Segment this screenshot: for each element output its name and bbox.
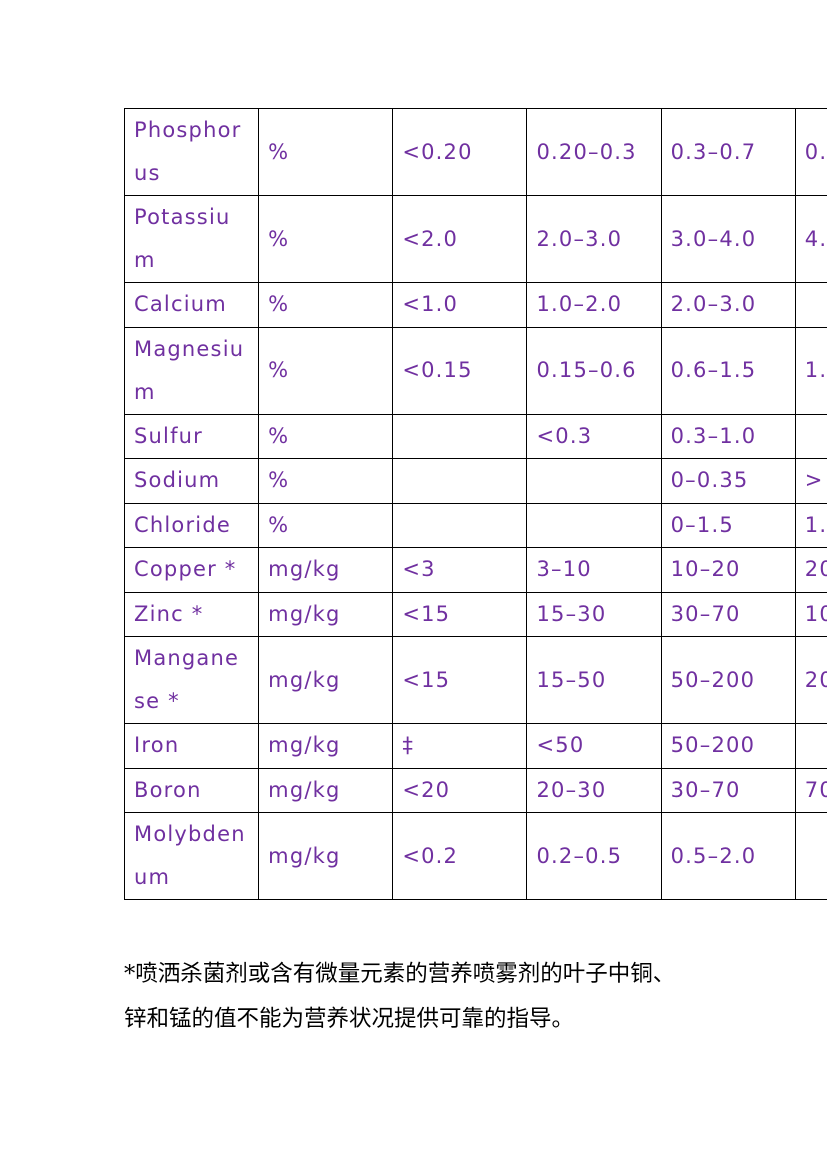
footnote-line: 锌和锰的值不能为营养状况提供可靠的指导。: [124, 1006, 575, 1032]
nutrient-name: Calcium: [123, 282, 260, 328]
table-cell: %: [258, 413, 394, 459]
table-cell: 0.3–1.0: [660, 413, 796, 459]
nutrient-name: Potassium: [123, 195, 260, 283]
table-cell: 20: [794, 636, 827, 724]
table-cell: 0.3–0.7: [660, 108, 796, 196]
table-row: Molybdenum mg/kg <0.2 0.2–0.5 0.5–2.0: [123, 812, 827, 900]
table-cell: 20–30: [526, 767, 662, 813]
table-cell: 0.2–0.5: [526, 812, 662, 900]
table-cell: mg/kg: [258, 591, 394, 637]
footnote: *喷洒杀菌剂或含有微量元素的营养喷雾剂的叶子中铜、 锌和锰的值不能为营养状况提供可…: [124, 952, 675, 1042]
table-cell: 1.: [794, 502, 827, 548]
table-cell: 0.20–0.3: [526, 108, 662, 196]
nutrient-name: Manganese *: [123, 636, 260, 724]
table-cell: [794, 282, 827, 328]
table-cell: 0.: [794, 108, 827, 196]
table-cell: 1.: [794, 326, 827, 415]
table-cell: [392, 413, 528, 459]
nutrient-name: Phosphorus: [123, 108, 260, 196]
table-cell: 0.15–0.6: [526, 326, 662, 415]
table-cell: <0.20: [392, 108, 528, 196]
table-cell: <3: [392, 547, 528, 593]
table-cell: [526, 458, 662, 504]
table-cell: 4.: [794, 195, 827, 283]
table-cell: 50–200: [660, 723, 796, 769]
nutrient-name: Iron: [123, 723, 260, 769]
nutrient-name: Sulfur: [123, 413, 260, 459]
table-cell: %: [258, 282, 394, 328]
table-cell: 30–70: [660, 591, 796, 637]
table-cell: 15–30: [526, 591, 662, 637]
table-cell: mg/kg: [258, 723, 394, 769]
table-cell: 3.0–4.0: [660, 195, 796, 283]
table-cell: <15: [392, 591, 528, 637]
table-cell: mg/kg: [258, 636, 394, 724]
table-cell: 2.0–3.0: [660, 282, 796, 328]
nutrient-name: Copper *: [123, 547, 260, 593]
table-cell: 70: [794, 767, 827, 813]
table-cell: 10–20: [660, 547, 796, 593]
nutrient-name: Boron: [123, 767, 260, 813]
table-cell: 0–1.5: [660, 502, 796, 548]
table-cell: <15: [392, 636, 528, 724]
nutrient-name: Chloride: [123, 502, 260, 548]
table-cell: mg/kg: [258, 767, 394, 813]
table-cell: %: [258, 108, 394, 196]
table-cell: mg/kg: [258, 812, 394, 900]
table-cell: [392, 458, 528, 504]
table-cell: 10: [794, 591, 827, 637]
table-cell: 50–200: [660, 636, 796, 724]
table-cell: %: [258, 195, 394, 283]
table-cell: 20: [794, 547, 827, 593]
table-cell: 1.0–2.0: [526, 282, 662, 328]
table-cell: <2.0: [392, 195, 528, 283]
table-row: Sulfur% <0.3 0.3–1.0: [123, 413, 827, 459]
table-row: Chloride% 0–1.5 1.: [123, 502, 827, 548]
table-cell: [794, 723, 827, 769]
nutrient-name: Sodium: [123, 458, 260, 504]
table-row: Calcium% <1.0 1.0–2.0 2.0–3.0: [123, 282, 827, 328]
table-row: Iron mg/kg ‡ <50 50–200: [123, 723, 827, 769]
nutrient-name: Zinc *: [123, 591, 260, 637]
table-cell: 15–50: [526, 636, 662, 724]
table-cell: %: [258, 458, 394, 504]
table-cell: 0.5–2.0: [660, 812, 796, 900]
table-row: Potassium% <2.0 2.0–3.0 3.0–4.0 4.: [123, 195, 827, 283]
table-cell: 30–70: [660, 767, 796, 813]
nutrient-name: Magnesium: [123, 326, 260, 415]
table-cell: %: [258, 326, 394, 415]
table-cell: <0.2: [392, 812, 528, 900]
table-cell: [794, 413, 827, 459]
table-cell: <50: [526, 723, 662, 769]
table-cell: ‡: [392, 723, 528, 769]
table-cell: [392, 502, 528, 548]
table-cell: <0.15: [392, 326, 528, 415]
table-cell: mg/kg: [258, 547, 394, 593]
table-cell: 2.0–3.0: [526, 195, 662, 283]
table-row: Sodium% 0–0.35 >: [123, 458, 827, 504]
table-cell: 0.6–1.5: [660, 326, 796, 415]
table-cell: <1.0: [392, 282, 528, 328]
table-row: Magnesium% <0.15 0.15–0.6 0.6–1.5 1.: [123, 326, 827, 415]
table-cell: %: [258, 502, 394, 548]
table-cell: [526, 502, 662, 548]
table-row: Phosphorus% <0.20 0.20–0.3 0.3–0.7 0.: [123, 108, 827, 196]
table-cell: 0–0.35: [660, 458, 796, 504]
table-cell: <0.3: [526, 413, 662, 459]
table-cell: >: [794, 458, 827, 504]
footnote-line: *喷洒杀菌剂或含有微量元素的营养喷雾剂的叶子中铜、: [124, 961, 676, 987]
table-cell: 3–10: [526, 547, 662, 593]
table-cell: <20: [392, 767, 528, 813]
nutrient-name: Molybdenum: [123, 812, 260, 900]
nutrient-table: Phosphorus% <0.20 0.20–0.3 0.3–0.7 0. Potassi…: [123, 108, 827, 900]
table-cell: [794, 812, 827, 900]
